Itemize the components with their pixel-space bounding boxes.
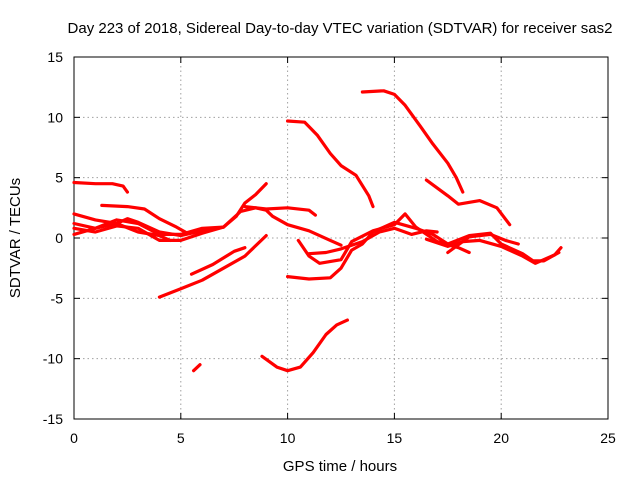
series-line-trace-9 (189, 246, 247, 276)
x-tick-label: 20 (493, 430, 509, 446)
series-line-trace-1 (72, 180, 130, 194)
series-line-trace-7 (243, 205, 317, 217)
series-line-trace-18 (424, 237, 563, 265)
series-line-trace-13 (360, 89, 465, 194)
y-tick-label: -5 (51, 290, 64, 306)
x-tick-label: 0 (70, 430, 78, 446)
y-tick-label: 5 (55, 170, 63, 186)
series-line-trace-2 (100, 203, 189, 235)
x-axis-label: GPS time / hours (283, 458, 397, 475)
series-line-trace-4 (72, 206, 343, 247)
series-line-trace-19 (446, 232, 520, 255)
axis-ticks: 0 5 10 15 20 25 -15 -10 -5 0 5 10 15 (43, 49, 616, 446)
y-tick-label: 10 (47, 109, 63, 125)
y-tick-label: 0 (55, 230, 63, 246)
series-line-trace-12 (286, 119, 375, 209)
y-tick-label: 15 (47, 49, 63, 65)
series-line-trace-14 (424, 178, 512, 227)
series-line-trace-8 (157, 234, 268, 299)
y-axis-label: SDTVAR / TECUs (7, 178, 24, 298)
y-tick-label: -15 (43, 411, 63, 427)
series-line-trace-11 (260, 318, 349, 373)
x-tick-label: 5 (177, 430, 185, 446)
series-line-trace-6 (72, 221, 172, 242)
x-tick-label: 15 (387, 430, 403, 446)
series-layer (72, 89, 563, 373)
chart-title: Day 223 of 2018, Sidereal Day-to-day VTE… (68, 20, 613, 37)
y-tick-label: -10 (43, 351, 63, 367)
x-tick-label: 25 (600, 430, 616, 446)
series-line-trace-10 (192, 363, 202, 373)
series-line-trace-17 (307, 226, 439, 256)
x-tick-label: 10 (280, 430, 296, 446)
